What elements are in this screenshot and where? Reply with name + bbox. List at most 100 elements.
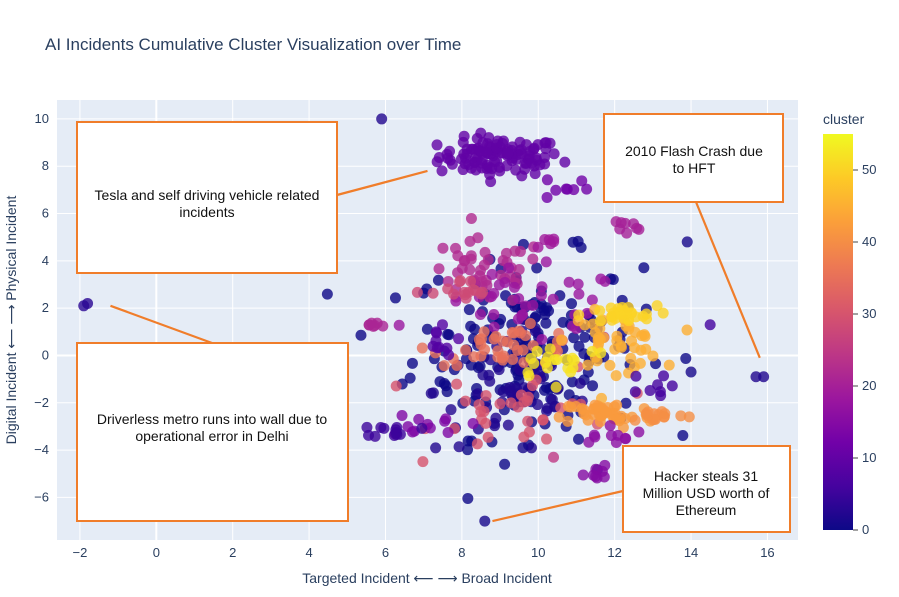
data-point (547, 293, 559, 305)
data-point (655, 390, 667, 402)
x-tick-label: 12 (607, 545, 621, 560)
data-point (611, 399, 623, 411)
data-point (436, 319, 448, 331)
data-point (489, 420, 501, 432)
data-point (536, 334, 548, 346)
data-point (577, 469, 589, 481)
data-point (486, 163, 498, 175)
data-point (610, 370, 622, 382)
data-point (376, 113, 388, 125)
data-point (629, 342, 641, 354)
data-point (446, 158, 458, 170)
data-point (704, 319, 716, 331)
chart-title: AI Incidents Cumulative Cluster Visualiz… (45, 35, 461, 54)
data-point (406, 357, 418, 369)
annotation-tesla: Tesla and self driving vehicle related in… (76, 121, 338, 274)
data-point (559, 156, 571, 168)
data-point (432, 274, 444, 286)
data-point (416, 342, 428, 354)
data-point (462, 492, 474, 504)
data-point (504, 382, 516, 394)
data-point (404, 372, 416, 384)
data-point (482, 431, 494, 443)
data-point (430, 442, 442, 454)
data-point (522, 415, 534, 427)
data-point (540, 143, 552, 155)
data-point (389, 292, 401, 304)
data-point (479, 515, 491, 527)
data-point (578, 404, 590, 416)
data-point (390, 380, 402, 392)
data-point (517, 344, 529, 356)
data-point (631, 222, 643, 234)
data-point (565, 401, 577, 413)
data-point (486, 268, 498, 280)
data-point (513, 325, 525, 337)
data-point (367, 320, 379, 332)
data-point (652, 379, 664, 391)
data-point (588, 429, 600, 441)
annotation-flash-crash-text: 2010 Flash Crash due to HFT (625, 143, 763, 176)
data-point (438, 360, 450, 372)
data-point (378, 422, 390, 434)
data-point (483, 369, 495, 381)
data-point (517, 442, 529, 454)
data-point (685, 366, 697, 378)
data-point (573, 288, 585, 300)
x-tick-label: 16 (760, 545, 774, 560)
y-tick-label: 10 (35, 111, 49, 126)
data-point (630, 370, 642, 382)
data-point (424, 422, 436, 434)
data-point (436, 165, 448, 177)
data-point (493, 364, 505, 376)
data-point (658, 370, 670, 382)
data-point (568, 184, 580, 196)
data-point (572, 278, 584, 290)
data-point (615, 340, 627, 352)
data-point (531, 262, 543, 274)
data-point (535, 290, 547, 302)
colorbar-tick-label: 50 (862, 162, 876, 177)
data-point (683, 411, 695, 423)
data-point (531, 345, 543, 357)
data-point (638, 262, 650, 274)
data-point (445, 404, 457, 416)
annotation-flash-crash: 2010 Flash Crash due to HFT (603, 113, 784, 203)
data-point (587, 380, 599, 392)
data-point (540, 317, 552, 329)
data-point (532, 399, 544, 411)
data-point (600, 406, 612, 418)
data-point (604, 420, 616, 432)
data-point (417, 456, 429, 468)
data-point (539, 234, 551, 246)
data-point (566, 352, 578, 364)
data-point (430, 326, 442, 338)
data-point (548, 233, 560, 245)
data-point (541, 362, 553, 374)
data-point (508, 281, 520, 293)
annotation-arrow (694, 201, 761, 359)
data-point (503, 262, 515, 274)
data-point (488, 287, 500, 299)
data-point (413, 413, 425, 425)
data-point (642, 410, 654, 422)
data-point (540, 256, 552, 268)
data-point (594, 305, 606, 317)
data-point (574, 377, 586, 389)
data-point (448, 288, 460, 300)
data-point (625, 352, 637, 364)
x-tick-label: −2 (73, 545, 88, 560)
data-point (430, 335, 442, 347)
data-point (454, 275, 466, 287)
data-point (605, 302, 617, 314)
data-point (519, 163, 531, 175)
data-point (539, 384, 551, 396)
data-point (576, 175, 588, 187)
data-point (471, 132, 483, 144)
data-point (629, 386, 641, 398)
data-point (488, 321, 500, 333)
colorbar-tick-label: 10 (862, 450, 876, 465)
annotation-tesla-text: Tesla and self driving vehicle related in… (95, 187, 320, 220)
data-point (494, 398, 506, 410)
data-point (567, 362, 579, 374)
